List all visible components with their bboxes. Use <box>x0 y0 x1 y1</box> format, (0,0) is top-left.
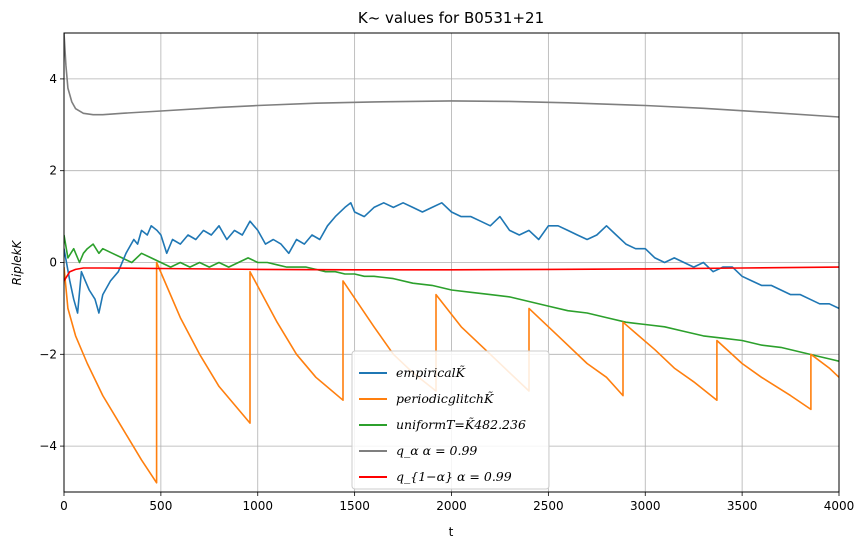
y-tick-label: 2 <box>49 164 57 178</box>
x-tick-label: 1500 <box>339 499 370 513</box>
legend: empiricalK̃ periodicglitchK̃ uniformT=K̃48… <box>351 350 550 490</box>
x-tick-label: 4000 <box>824 499 855 513</box>
x-axis-label: t <box>449 525 454 539</box>
x-tick-label: 0 <box>60 499 68 513</box>
x-tick-label: 500 <box>149 499 172 513</box>
y-tick-label: −2 <box>39 347 57 361</box>
chart-title: K~ values for B0531+21 <box>358 9 544 27</box>
y-tick-label: 4 <box>49 72 57 86</box>
x-tick-label: 1000 <box>242 499 273 513</box>
legend-label: uniformT=K̃482.236 <box>396 417 526 432</box>
legend-label: q_α α = 0.99 <box>396 443 477 458</box>
y-tick-label: −4 <box>39 439 57 453</box>
legend-label: empiricalK̃ <box>396 365 466 380</box>
y-axis-label: RiplekK <box>10 239 24 285</box>
series-line-3 <box>64 33 839 118</box>
axis-ticks: 0 500 1000 1500 2000 2500 3000 3500 4000 −4 −2 0 2 4 <box>39 72 854 513</box>
series-line-0 <box>64 202 839 314</box>
legend-box <box>351 350 550 490</box>
y-tick-label: 0 <box>49 256 57 270</box>
x-tick-label: 3500 <box>727 499 758 513</box>
legend-label: q_{1−α} α = 0.99 <box>396 469 512 484</box>
x-tick-label: 2000 <box>436 499 467 513</box>
x-tick-label: 3000 <box>630 499 661 513</box>
series-line-4 <box>64 266 839 282</box>
legend-label: periodicglitchK̃ <box>396 391 494 406</box>
x-tick-label: 2500 <box>533 499 564 513</box>
